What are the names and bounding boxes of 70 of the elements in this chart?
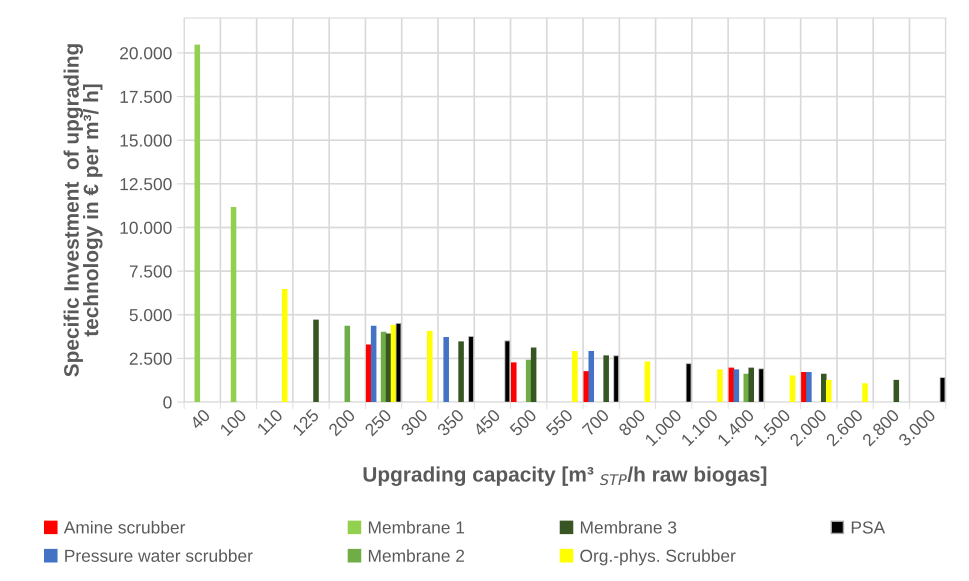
x-tick-label: 100 <box>219 408 248 436</box>
y-tick-label: 7.500 <box>130 265 172 278</box>
bar <box>458 341 464 402</box>
x-tick-label: 200 <box>328 408 356 436</box>
x-tick-label: 125 <box>292 408 320 436</box>
legend-label: Membrane 1 <box>368 520 464 534</box>
y-tick-label: 0 <box>163 396 172 409</box>
bar <box>862 383 868 402</box>
x-axis-title: Upgrading capacity [m³ $_{STP}$/h raw biogas] <box>364 466 766 486</box>
x-tick-label: 40 <box>189 408 211 430</box>
x-tick-label: 350 <box>436 408 465 437</box>
bar <box>468 336 474 402</box>
bar <box>748 368 754 402</box>
bar <box>820 374 827 402</box>
bar <box>443 337 449 402</box>
bar <box>728 368 734 402</box>
bar <box>504 340 510 402</box>
bar <box>743 374 750 402</box>
y-tick-label: 12.500 <box>120 178 172 190</box>
bar <box>380 332 386 402</box>
x-tick-label: 300 <box>400 408 428 437</box>
legend-label: Org.-phys. Scrubber <box>580 549 736 566</box>
bar <box>806 372 812 402</box>
bar <box>282 289 288 402</box>
bar <box>510 362 517 402</box>
bar <box>613 355 619 402</box>
y-tick-label: 15.000 <box>120 134 172 147</box>
bar <box>390 324 396 402</box>
bar <box>427 330 433 402</box>
bar <box>758 368 764 402</box>
legend-label: PSA <box>852 521 886 534</box>
bar <box>686 363 692 402</box>
bar <box>344 326 350 402</box>
bar <box>572 351 578 402</box>
bar <box>526 360 532 402</box>
bar <box>801 372 807 402</box>
x-tick-label: 500 <box>508 408 538 437</box>
bar <box>313 320 319 402</box>
legend-label: Pressure water scrubber <box>65 549 253 562</box>
bar <box>370 326 376 402</box>
x-tick-label: 800 <box>618 408 646 437</box>
y-tick-label: 17.500 <box>120 90 172 104</box>
legend-label: Membrane 2 <box>368 549 464 562</box>
bar <box>396 323 402 402</box>
y-tick-label: 10.000 <box>120 222 172 234</box>
y-tick-label: 20.000 <box>120 47 172 60</box>
bar <box>790 375 796 402</box>
legend-label: Membrane 3 <box>580 520 676 534</box>
x-tick-label: 250 <box>364 408 392 436</box>
bar <box>717 369 723 402</box>
legend-label: Amine scrubber <box>64 520 186 534</box>
bar <box>588 351 594 402</box>
bar <box>230 206 236 402</box>
bar <box>826 380 832 402</box>
x-tick-label: 550 <box>545 408 574 437</box>
bar <box>940 377 946 402</box>
bar <box>644 361 650 402</box>
bar <box>584 371 590 402</box>
y-tick-label: 2.500 <box>130 352 172 365</box>
x-tick-label: 450 <box>472 408 501 437</box>
x-tick-label: 700 <box>582 408 610 436</box>
bar <box>894 380 900 402</box>
y-axis-title: Specific Investment of upgrading technology in € per m³/ h] <box>64 44 103 377</box>
bar <box>194 44 200 402</box>
y-tick-label: 5.000 <box>130 308 172 322</box>
bar <box>530 348 536 402</box>
bar <box>734 369 740 402</box>
bar <box>603 355 609 402</box>
x-tick-label: 110 <box>256 408 284 436</box>
bar <box>366 344 372 402</box>
